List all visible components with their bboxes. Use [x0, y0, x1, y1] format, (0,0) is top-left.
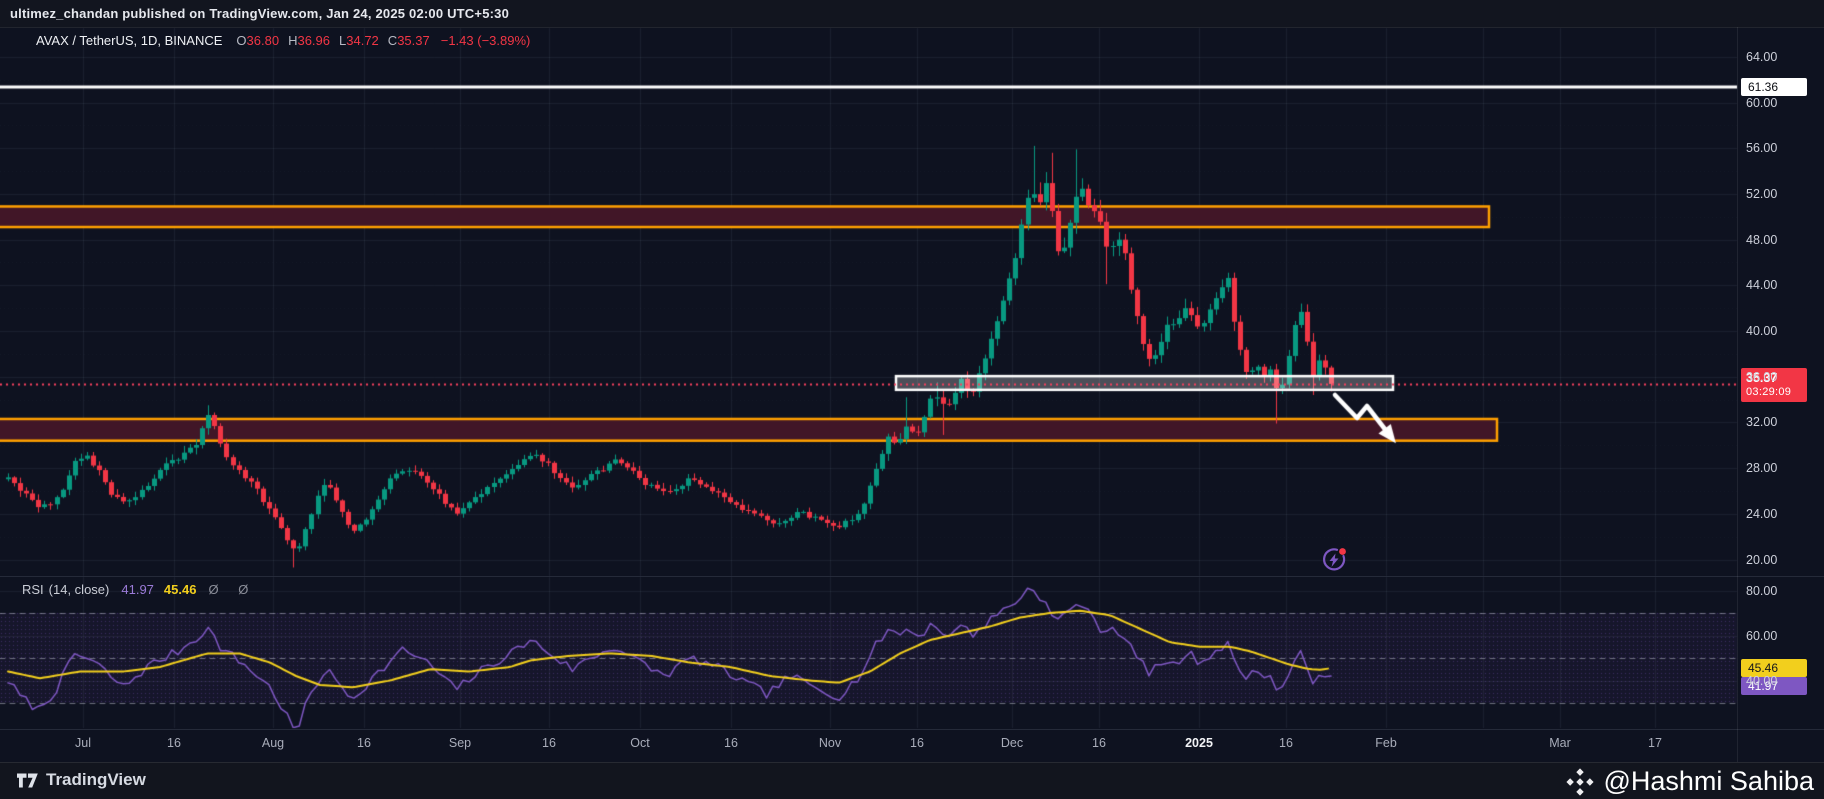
ohlc-token-value: 36.80	[246, 33, 280, 48]
ohlc-token-o: O36.80	[236, 33, 279, 48]
ohlc-token-c: C35.37	[388, 33, 430, 48]
ohlc-token-value: 36.96	[297, 33, 331, 48]
time-tick-label: Oct	[630, 736, 650, 750]
rsi-tick-label: 40.00	[1746, 673, 1778, 688]
price-tick-label: 52.00	[1746, 186, 1778, 201]
time-tick-label: Jul	[75, 736, 91, 750]
author-watermark: @Hashmi Sahiba	[1565, 766, 1814, 797]
price-tick-label: 36.00	[1746, 369, 1778, 384]
tradingview-logo-text: TradingView	[46, 770, 146, 789]
last-price-label: 35.37 03:29:09	[1741, 367, 1807, 403]
time-tick-label: Feb	[1375, 736, 1397, 750]
rsi-ma-value: 45.46	[163, 582, 197, 597]
price-tick-label: 32.00	[1746, 415, 1778, 430]
rsi-title: RSI	[22, 582, 44, 597]
rsi-params: (14, close)	[48, 582, 110, 597]
ohlc-token-value: 34.72	[346, 33, 379, 48]
price-axis-separator	[1737, 27, 1738, 762]
time-tick-label: 16	[357, 736, 371, 750]
ohlc-token-label: C	[387, 33, 398, 48]
price-tick-label: 48.00	[1746, 232, 1778, 247]
price-tick-label: 56.00	[1746, 141, 1778, 156]
symbol-legend[interactable]: AVAX / TetherUS, 1D, BINANCE O36.80 H36.96…	[36, 33, 530, 48]
symbol-title[interactable]: AVAX / TetherUS, 1D, BINANCE	[36, 33, 223, 48]
rsi-value: 41.97	[121, 582, 154, 597]
rsi-tick-label: 60.00	[1746, 628, 1778, 643]
price-tick-label: 60.00	[1746, 95, 1778, 110]
ohlc-token-label: L	[339, 33, 347, 48]
publish-line: ultimez_chandan published on TradingView…	[10, 6, 510, 21]
rsi-legend[interactable]: RSI (14, close) 41.97 45.46 Ø Ø	[22, 582, 256, 597]
publish-bar	[0, 0, 1824, 28]
flash-ideas-button[interactable]	[1320, 545, 1348, 573]
bottom-bar	[0, 762, 1824, 799]
time-tick-label: Nov	[818, 736, 842, 750]
time-tick-label: Mar	[1549, 736, 1571, 750]
panel-separator[interactable]	[0, 576, 1824, 577]
time-tick-label: Sep	[448, 736, 472, 750]
time-tick-label: 16	[167, 736, 181, 750]
rsi-tick-label: 80.00	[1746, 583, 1778, 598]
price-tick-label: 44.00	[1746, 278, 1778, 293]
rsi-price-label: 41.97	[1741, 677, 1807, 696]
time-tick-label: Dec	[1000, 736, 1024, 750]
lightning-icon	[1323, 548, 1346, 571]
price-tick-label: 20.00	[1746, 552, 1778, 567]
time-tick-label: 16	[542, 736, 556, 750]
binance-icon	[1566, 767, 1595, 796]
ohlc-values: O36.80 H36.96 L34.72 C35.37	[236, 33, 438, 48]
time-tick-label: 2025	[1185, 736, 1213, 750]
ohlc-token-label: H	[288, 33, 298, 48]
ohlc-token-l: L34.72	[339, 33, 379, 48]
time-tick-label: 17	[1648, 736, 1662, 750]
tradingview-logo[interactable]: TradingView	[16, 770, 146, 790]
time-tick-label: 16	[910, 736, 924, 750]
time-tick-label: 16	[724, 736, 738, 750]
axis-separator	[0, 729, 1824, 730]
ohlc-token-label: O	[236, 33, 247, 48]
watermark-text: @Hashmi Sahiba	[1603, 766, 1814, 796]
price-tick-label: 40.00	[1746, 324, 1778, 338]
resistance-price-label: 61.36	[1741, 77, 1807, 96]
rsi-hide-icons[interactable]: Ø Ø	[208, 582, 257, 597]
ohlc-token-h: H36.96	[288, 33, 330, 48]
last-price-value: 35.37	[1746, 370, 1778, 385]
tradingview-mark-icon	[17, 773, 38, 787]
price-tick-label: 28.00	[1746, 461, 1778, 476]
time-tick-label: 16	[1279, 736, 1293, 750]
change-value: −1.43 (−3.89%)	[440, 33, 531, 48]
price-tick-label: 24.00	[1746, 506, 1778, 521]
price-tick-label: 64.00	[1746, 49, 1778, 64]
chart-canvas[interactable]	[0, 27, 1824, 762]
rsi-ma-price-label: 45.46	[1741, 659, 1807, 678]
ohlc-token-value: 35.37	[397, 33, 430, 48]
time-tick-label: Aug	[261, 736, 285, 750]
bar-countdown: 03:29:09	[1746, 386, 1792, 399]
time-tick-label: 16	[1092, 736, 1106, 750]
